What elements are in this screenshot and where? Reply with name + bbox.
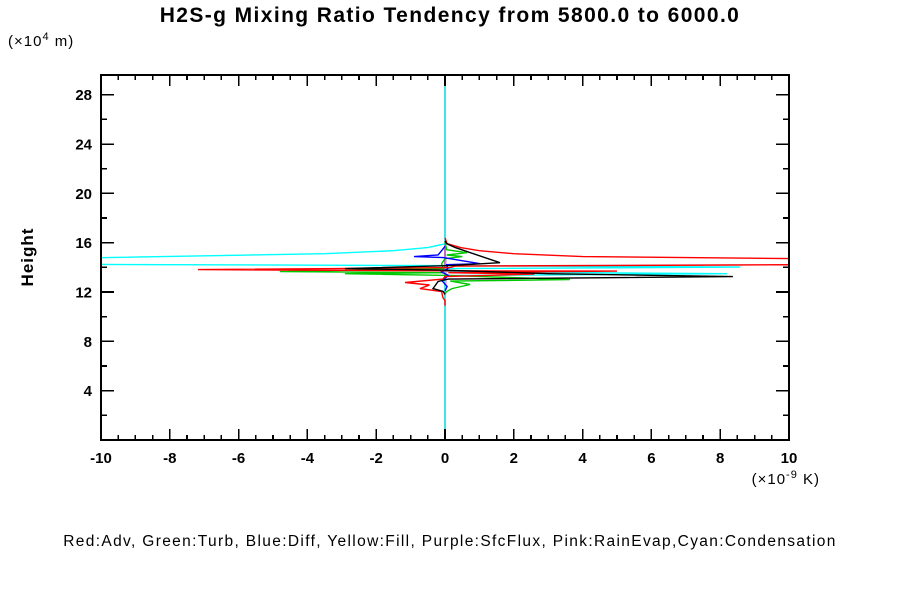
series-net-unlabeled-black [344, 240, 733, 295]
y-tick-label: 12 [75, 285, 92, 302]
y-unit-prefix: (×10 [8, 33, 43, 50]
series-color-legend: Red:Adv, Green:Turb, Blue:Diff, Yellow:F… [63, 533, 837, 550]
series-diff [413, 245, 481, 292]
x-tick-label: 4 [578, 450, 587, 467]
x-tick-label: -10 [90, 450, 112, 467]
chart-title: H2S-g Mixing Ratio Tendency from 5800.0 … [159, 4, 741, 27]
x-tick-label: 0 [441, 450, 449, 467]
x-tick-label: 6 [647, 450, 655, 467]
x-axis-unit-label: (×10-9 K) [620, 469, 820, 488]
x-unit-prefix: (×10 [751, 471, 787, 488]
y-tick-label: 28 [75, 87, 92, 104]
y-tick-label: 4 [84, 383, 93, 400]
y-axis-unit-label: (×104 m) [8, 31, 74, 50]
x-unit-exponent: -9 [786, 469, 798, 481]
y-unit-suffix: m) [49, 33, 75, 50]
x-tick-label: 2 [510, 450, 518, 467]
x-unit-suffix: K) [797, 471, 820, 488]
y-unit-exponent: 4 [42, 31, 50, 43]
series-turb [279, 241, 570, 295]
x-tick-label: -8 [163, 450, 176, 467]
x-tick-label: -2 [370, 450, 383, 467]
x-tick-label: -4 [301, 450, 315, 467]
y-tick-label: 8 [84, 334, 92, 351]
y-tick-label: 24 [75, 137, 92, 154]
x-tick-label: 10 [781, 450, 798, 467]
x-tick-label: 8 [716, 450, 724, 467]
x-tick-label: -6 [232, 450, 245, 467]
series-condensation [101, 75, 741, 438]
y-tick-label: 16 [75, 235, 92, 252]
y-tick-label: 20 [75, 186, 92, 203]
